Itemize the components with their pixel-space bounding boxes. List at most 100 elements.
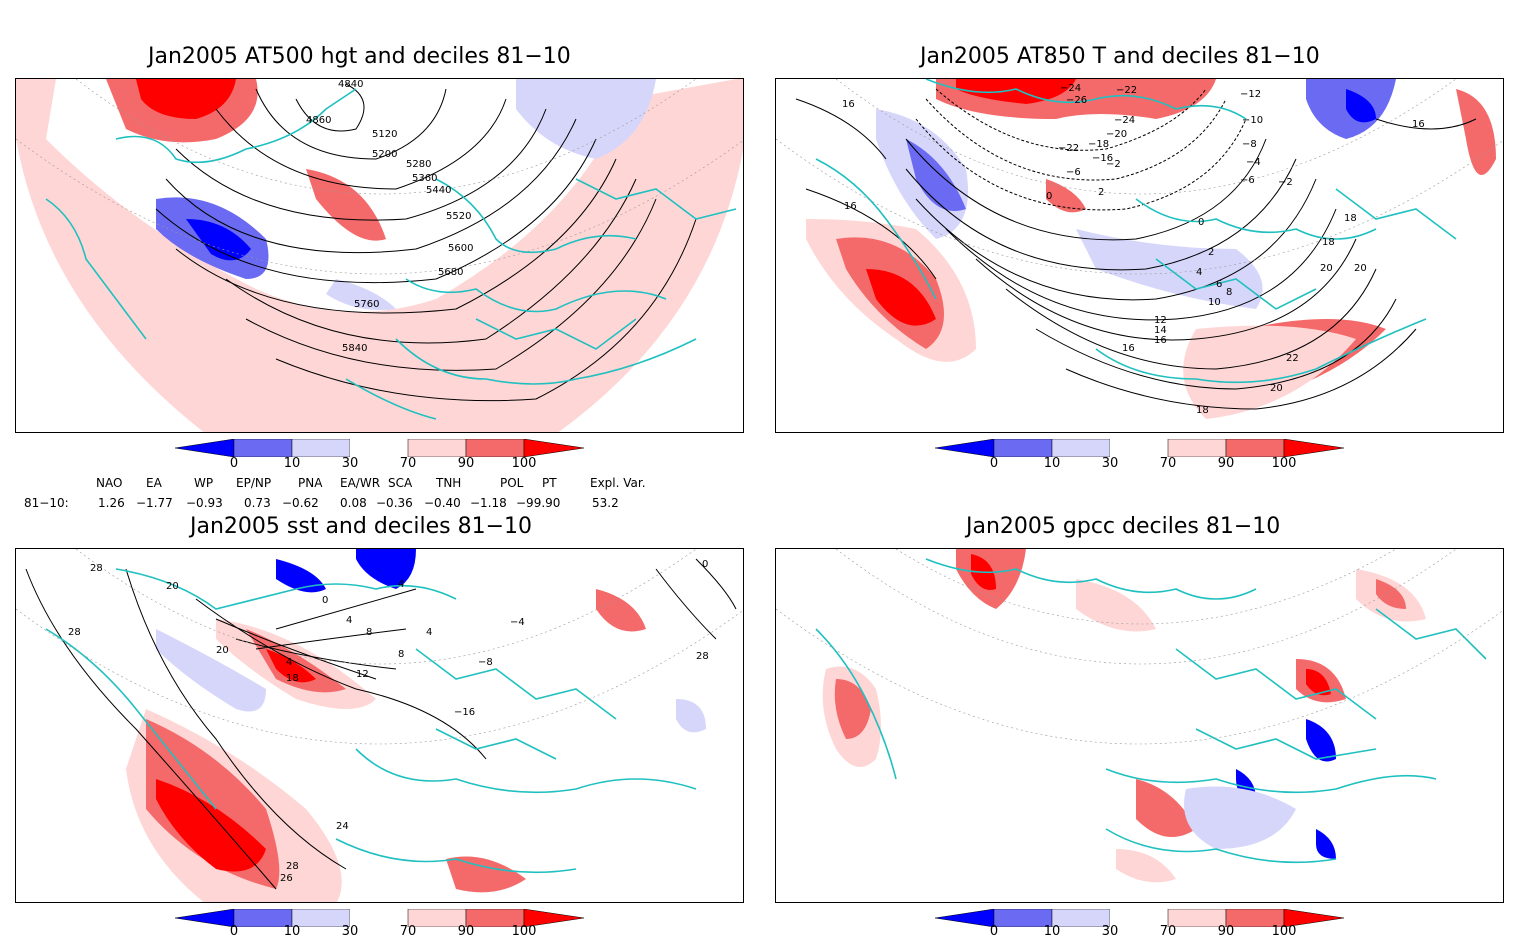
contour-label: 0 [1198,217,1204,228]
contour-label: 8 [1226,287,1232,298]
contour-label: 5360 [412,173,437,184]
contour-label: 4 [426,627,432,638]
colorbar-4: 0 10 30 70 90 100 [934,908,1345,940]
colorbar-tick: 0 [989,924,999,939]
contour-label: −16 [454,707,475,718]
contour-label: −8 [478,657,493,668]
contour-label: −12 [1240,89,1261,100]
colorbar-tick: 90 [1217,456,1235,471]
contour-label: 18 [286,673,299,684]
colorbar-tick: 100 [1271,924,1297,939]
index-header: TNH [436,476,462,490]
contour-label: −4 [510,617,525,628]
contour-label: 5760 [354,299,379,310]
contour-label: −24 [1060,83,1081,94]
contour-label: 22 [1286,353,1299,364]
contour-label: 28 [90,563,103,574]
map-t850: 16 −24 −26 −22 −12 −10 −24 −22 −18 −20 −… [775,78,1504,433]
colorbar-3: 0 10 30 70 90 100 [174,908,585,940]
contour-label: 0 [322,595,328,606]
contour-label: 20 [1270,383,1283,394]
index-value: −0.93 [186,496,223,510]
panel-title-gpcc: Jan2005 gpcc deciles 81−10 [966,514,1281,539]
colorbar-tick: 30 [341,924,359,939]
colorbar-swatches [934,438,1345,458]
contour-label: 28 [68,627,81,638]
contour-label: 4 [286,657,292,668]
colorbar-tick: 70 [399,456,417,471]
contour-label: −6 [1240,175,1255,186]
contour-label: 5840 [342,343,367,354]
colorbar-swatches [174,438,585,458]
contour-label: 5520 [446,211,471,222]
panel-title-hgt500: Jan2005 AT500 hgt and deciles 81−10 [148,44,571,69]
index-value: −1.18 [470,496,507,510]
index-header: EP/NP [236,476,272,490]
index-value: 1.26 [98,496,125,510]
contour-label: 28 [696,651,709,662]
index-header: POL [500,476,524,490]
colorbar-2: 0 10 30 70 90 100 [934,438,1345,473]
colorbar-tick: 0 [229,456,239,471]
contour-label: 18 [1344,213,1357,224]
colorbar-tick: 30 [1101,924,1119,939]
contour-label: 18 [1322,237,1335,248]
contour-label: 8 [398,649,404,660]
contour-label: 20 [1354,263,1367,274]
contour-label: −22 [1116,85,1137,96]
index-header: EA [146,476,162,490]
index-header: EA/WR [340,476,381,490]
contour-label: 4860 [306,115,331,126]
contour-label: 5200 [372,149,397,160]
index-value: −99.90 [516,496,561,510]
contour-label: −8 [1242,139,1257,150]
contour-label: 8 [366,627,372,638]
map-gpcc [775,548,1504,903]
index-value: −0.40 [424,496,461,510]
colorbar-tick: 10 [1043,456,1061,471]
contour-label: −16 [1092,153,1113,164]
contour-label: −18 [1088,139,1109,150]
colorbar-tick: 70 [1159,456,1177,471]
contour-label: 2 [1208,247,1214,258]
index-row-label: 81−10: [24,496,69,510]
index-value: −0.62 [282,496,319,510]
contour-label: 18 [1196,405,1209,416]
contour-label: −26 [1066,95,1087,106]
contour-label: −2 [1106,159,1121,170]
colorbar-tick: 0 [229,924,239,939]
contour-label: 12 [356,669,369,680]
colorbar-tick: 100 [1271,456,1297,471]
contour-label: 0 [702,559,708,570]
contour-label: 16 [1122,343,1135,354]
contour-label: 26 [280,873,293,884]
contour-label: 20 [166,581,179,592]
contour-label: 0 [1046,191,1052,202]
index-header: PNA [298,476,323,490]
contour-label: 5280 [406,159,431,170]
contour-label: 4 [346,615,352,626]
contour-label: 5440 [426,185,451,196]
contour-label: 16 [1154,335,1167,346]
contour-label: 5600 [448,243,473,254]
contour-label: 4 [398,579,404,590]
contour-label: 28 [286,861,299,872]
contour-label: 5120 [372,129,397,140]
index-header: SCA [388,476,413,490]
colorbar-1: 0 10 30 70 90 100 [174,438,585,473]
contour-label: 10 [1208,297,1221,308]
contour-label: 20 [1320,263,1333,274]
colorbar-swatches [934,908,1345,928]
colorbar-tick: 100 [511,924,537,939]
contour-label: 24 [336,821,349,832]
colorbar-tick: 90 [457,924,475,939]
index-value: 0.73 [244,496,271,510]
contour-label: 5680 [438,267,463,278]
panel-title-t850: Jan2005 AT850 T and deciles 81−10 [920,44,1320,69]
colorbar-tick: 90 [1217,924,1235,939]
colorbar-tick: 70 [399,924,417,939]
contour-label: 20 [216,645,229,656]
map-sst: 28 20 0 4 4 8 8 4 −4 20 4 18 12 −8 −16 2… [15,548,744,903]
contour-label: −10 [1242,115,1263,126]
contour-label: 12 [1154,315,1167,326]
